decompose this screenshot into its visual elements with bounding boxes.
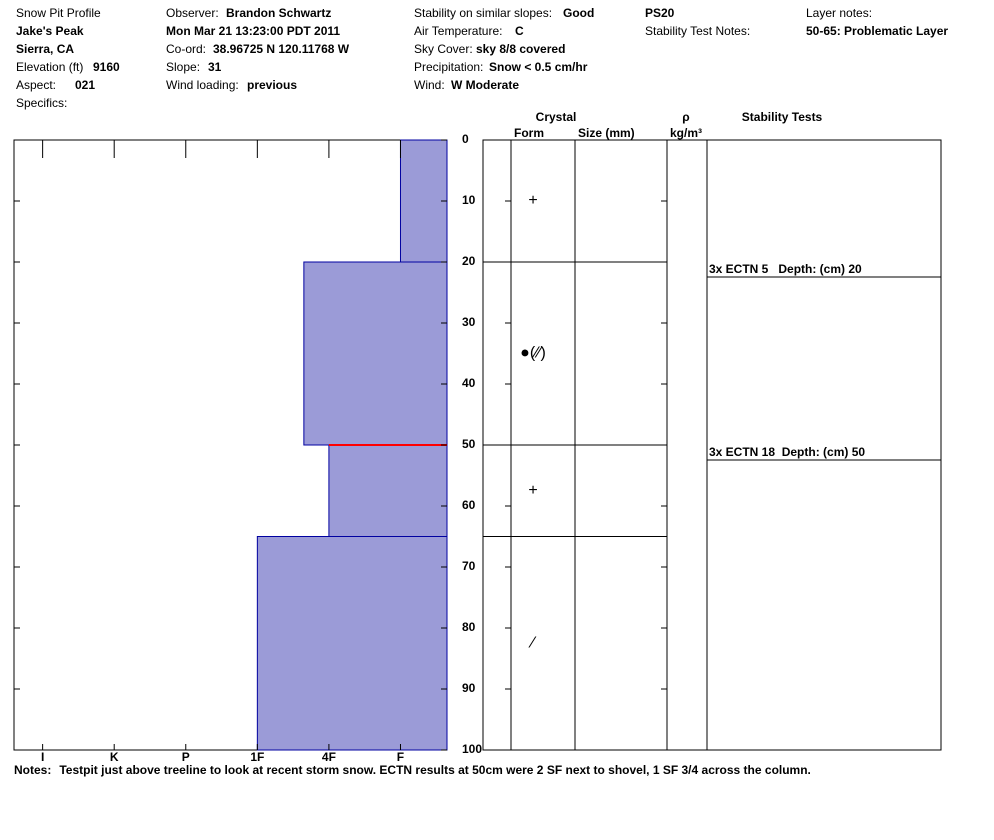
- field-label: Elevation (ft): [16, 60, 83, 74]
- hardness-layer: [303, 261, 448, 446]
- field-label: Air Temperature:: [414, 24, 502, 38]
- grain-form: ●(⁄⁄): [520, 345, 546, 362]
- stability-test: 3x ECTN 18 Depth: (cm) 50: [709, 445, 865, 459]
- region: Sierra, CA: [16, 42, 74, 56]
- hardness-layer: [399, 139, 448, 263]
- x-tick-label: I: [41, 750, 44, 764]
- y-tick-label: 90: [462, 681, 476, 695]
- field-value: W Moderate: [451, 78, 519, 92]
- field-value: Good: [563, 6, 594, 20]
- field-label: Wind loading:: [166, 78, 239, 92]
- field-label: Stability Test Notes:: [645, 24, 750, 38]
- x-tick-label: P: [182, 750, 190, 764]
- field-label: Precipitation:: [414, 60, 483, 74]
- location: Jake's Peak: [16, 24, 84, 38]
- grain-form: ⁄: [528, 634, 537, 651]
- field-value: previous: [247, 78, 297, 92]
- x-tick-label: 4F: [322, 750, 336, 764]
- column-header: Stability Tests: [742, 110, 823, 124]
- field-value: 31: [208, 60, 222, 74]
- field-value: 38.96725 N 120.11768 W: [213, 42, 350, 56]
- field-label: Specifics:: [16, 96, 67, 110]
- hardness-layer: [256, 536, 448, 751]
- field-value: C: [515, 24, 524, 38]
- y-tick-label: 100: [462, 742, 482, 756]
- x-tick-label: K: [110, 750, 119, 764]
- field-value: sky 8/8 covered: [476, 42, 565, 56]
- y-tick-label: 40: [462, 376, 476, 390]
- field-value: 021: [75, 78, 95, 92]
- x-tick-label: F: [397, 750, 404, 764]
- y-tick-label: 80: [462, 620, 476, 634]
- title: Snow Pit Profile: [16, 6, 101, 20]
- notes-text: Testpit just above treeline to look at r…: [59, 763, 811, 777]
- column-header: Crystal: [536, 110, 577, 124]
- field-label: Layer notes:: [806, 6, 872, 20]
- grain-form: +: [528, 192, 537, 209]
- column-header: Form: [514, 126, 544, 140]
- field-label: Wind:: [414, 78, 445, 92]
- field-label: Sky Cover:: [414, 42, 473, 56]
- pit-id: PS20: [645, 6, 675, 20]
- x-tick-label: 1F: [250, 750, 264, 764]
- y-tick-label: 60: [462, 498, 476, 512]
- field-value: Brandon Schwartz: [226, 6, 331, 20]
- stability-test: 3x ECTN 5 Depth: (cm) 20: [709, 262, 862, 276]
- grain-form: +: [528, 482, 537, 499]
- field-value: 9160: [93, 60, 120, 74]
- field-label: Co-ord:: [166, 42, 206, 56]
- field-label: Observer:: [166, 6, 219, 20]
- date: Mon Mar 21 13:23:00 PDT 2011: [166, 24, 340, 38]
- column-header: ρ: [682, 110, 689, 124]
- field-value: Snow < 0.5 cm/hr: [489, 60, 588, 74]
- y-tick-label: 10: [462, 193, 476, 207]
- field-value: 50-65: Problematic Layer: [806, 24, 948, 38]
- y-tick-label: 20: [462, 254, 476, 268]
- field-label: Slope:: [166, 60, 200, 74]
- hardness-layer: [328, 444, 448, 537]
- y-tick-label: 30: [462, 315, 476, 329]
- column-header: kg/m³: [670, 126, 702, 140]
- notes: Notes: Testpit just above treeline to loo…: [14, 763, 811, 777]
- notes-label: Notes:: [14, 763, 51, 777]
- column-header: Size (mm): [578, 126, 635, 140]
- field-label: Stability on similar slopes:: [414, 6, 552, 20]
- y-tick-label: 70: [462, 559, 476, 573]
- header: Snow Pit Profile Jake's Peak Sierra, CA …: [16, 6, 948, 110]
- plot: + ●(⁄⁄) + ⁄ 0 10 20 30 40 50 60 70 80 90 100 I K P 1F 4F F 3x…: [14, 132, 941, 764]
- y-tick-label: 50: [462, 437, 476, 451]
- y-tick-label: 0: [462, 132, 469, 146]
- field-label: Aspect:: [16, 78, 56, 92]
